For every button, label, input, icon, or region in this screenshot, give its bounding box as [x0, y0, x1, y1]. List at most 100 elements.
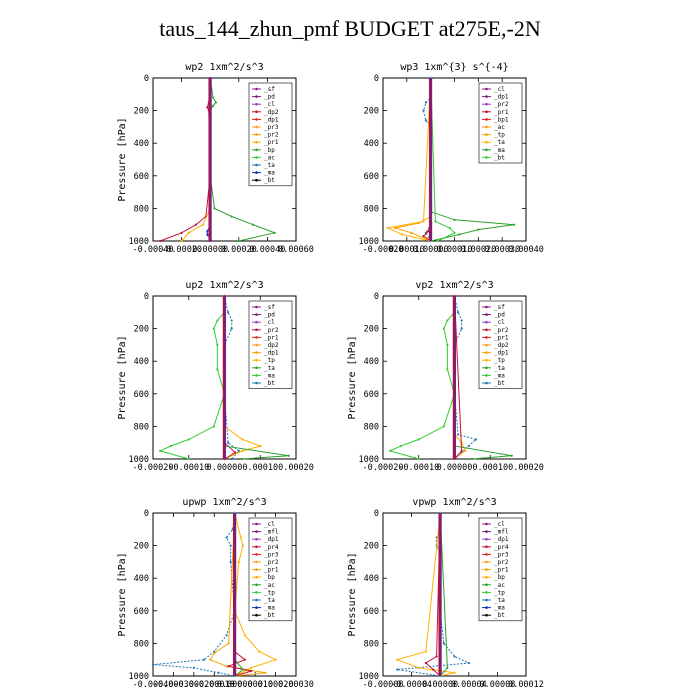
data-point — [467, 444, 470, 448]
legend-label: _dp1 — [494, 350, 509, 357]
y-tick-label: 200 — [364, 542, 379, 552]
data-point — [225, 665, 228, 668]
legend-label: _dp2 — [264, 342, 279, 349]
legend-marker — [255, 537, 258, 541]
x-tick-label: -0.00040 — [133, 680, 174, 690]
legend-marker — [255, 343, 258, 347]
legend-label: _sf — [264, 304, 275, 311]
legend-label: _pr1 — [494, 567, 509, 574]
legend-marker — [255, 568, 258, 571]
data-point — [453, 231, 456, 234]
x-tick-label: -0.00008 — [363, 680, 404, 690]
data-point — [464, 449, 467, 452]
data-point — [386, 226, 389, 230]
y-axis-label: Pressure [hPa] — [117, 552, 128, 636]
data-point — [237, 239, 240, 243]
legend-marker — [255, 522, 258, 526]
legend-label: _pr4 — [494, 544, 509, 551]
y-tick-label: 800 — [364, 204, 379, 214]
legend-label: _ta — [264, 162, 275, 169]
legend-label: _ma — [264, 170, 275, 177]
series-line-ac — [388, 296, 456, 460]
legend-label: _mfl — [494, 529, 509, 536]
x-tick-label: 0.00000 — [422, 680, 458, 690]
series-line-ac — [158, 296, 226, 460]
legend-marker — [485, 351, 488, 354]
legend-marker — [485, 560, 488, 564]
legend-marker — [255, 598, 258, 602]
panel-title: vp2 1xm^2/s^3 — [415, 280, 493, 291]
y-tick-label: 1000 — [129, 455, 149, 465]
legend-marker — [485, 336, 488, 339]
y-tick-label: 800 — [134, 204, 149, 214]
y-tick-label: 400 — [134, 574, 149, 584]
data-point — [249, 666, 253, 669]
legend-label: _pd — [264, 312, 275, 319]
data-point — [243, 634, 247, 637]
x-tick-label: 0.00000 — [207, 463, 243, 473]
legend-label: _dp1 — [494, 94, 509, 101]
legend-marker — [255, 125, 258, 129]
legend-marker — [255, 148, 258, 152]
x-tick-label: -0.00010 — [398, 463, 439, 473]
legend-label: _bp — [264, 574, 275, 581]
data-point — [474, 438, 478, 441]
x-tick-label: 0.00010 — [242, 463, 278, 473]
legend-label: _cl — [494, 521, 505, 528]
series-line-ac — [430, 77, 456, 242]
data-point — [212, 327, 215, 330]
legend-label: _bt — [264, 612, 275, 619]
legend-marker — [255, 305, 258, 309]
data-point — [192, 666, 195, 669]
legend-marker — [255, 320, 258, 324]
legend-marker — [255, 351, 258, 354]
legend-marker — [485, 598, 488, 602]
legend-marker — [255, 110, 258, 114]
legend-label: _ta — [264, 597, 275, 604]
data-point — [214, 101, 218, 104]
legend-label: _bp — [264, 147, 275, 154]
legend-marker — [485, 606, 488, 609]
data-point — [435, 655, 438, 658]
legend-label: _cl — [494, 86, 505, 93]
data-point — [227, 642, 230, 645]
data-point — [206, 230, 209, 233]
legend-label: _bt — [494, 154, 505, 161]
data-point — [241, 457, 244, 461]
legend-label: _pr3 — [264, 124, 279, 131]
x-tick-label: 0.00000 — [437, 463, 473, 473]
legend-label: _dp1 — [264, 536, 279, 543]
y-tick-label: 200 — [134, 325, 149, 335]
legend-label: _mfl — [264, 529, 279, 536]
panel-title: wp2 1xm^2/s^3 — [185, 62, 263, 73]
legend-label: _bp — [494, 574, 505, 581]
legend-label: _ta — [494, 597, 505, 604]
legend-label: _bt — [494, 612, 505, 619]
data-point — [194, 223, 197, 226]
y-axis-label: Pressure [hPa] — [117, 117, 128, 201]
legend-label: _ac — [264, 154, 275, 161]
legend-marker — [255, 606, 258, 609]
y-tick-label: 1000 — [129, 237, 149, 247]
legend-marker — [255, 583, 258, 587]
legend-marker — [255, 171, 258, 174]
legend-label: _pr2 — [264, 327, 279, 334]
legend-label: _ac — [264, 582, 275, 589]
y-tick-label: 800 — [134, 422, 149, 432]
legend-label: _ma — [494, 372, 505, 379]
x-tick-label: 0.00060 — [278, 245, 314, 255]
legend-marker — [485, 320, 488, 324]
y-tick-label: 400 — [364, 357, 379, 367]
y-tick-label: 0 — [374, 74, 379, 84]
data-point — [510, 454, 513, 457]
legend-marker — [255, 336, 258, 339]
x-tick-label: 0.00004 — [451, 680, 487, 690]
series-line-dp1 — [160, 77, 211, 242]
legend-marker — [255, 530, 258, 533]
series-line-pr1 — [234, 512, 277, 677]
y-tick-label: 1000 — [359, 672, 379, 682]
legend-marker — [255, 553, 258, 556]
data-point — [446, 368, 449, 371]
y-tick-label: 600 — [364, 607, 379, 617]
